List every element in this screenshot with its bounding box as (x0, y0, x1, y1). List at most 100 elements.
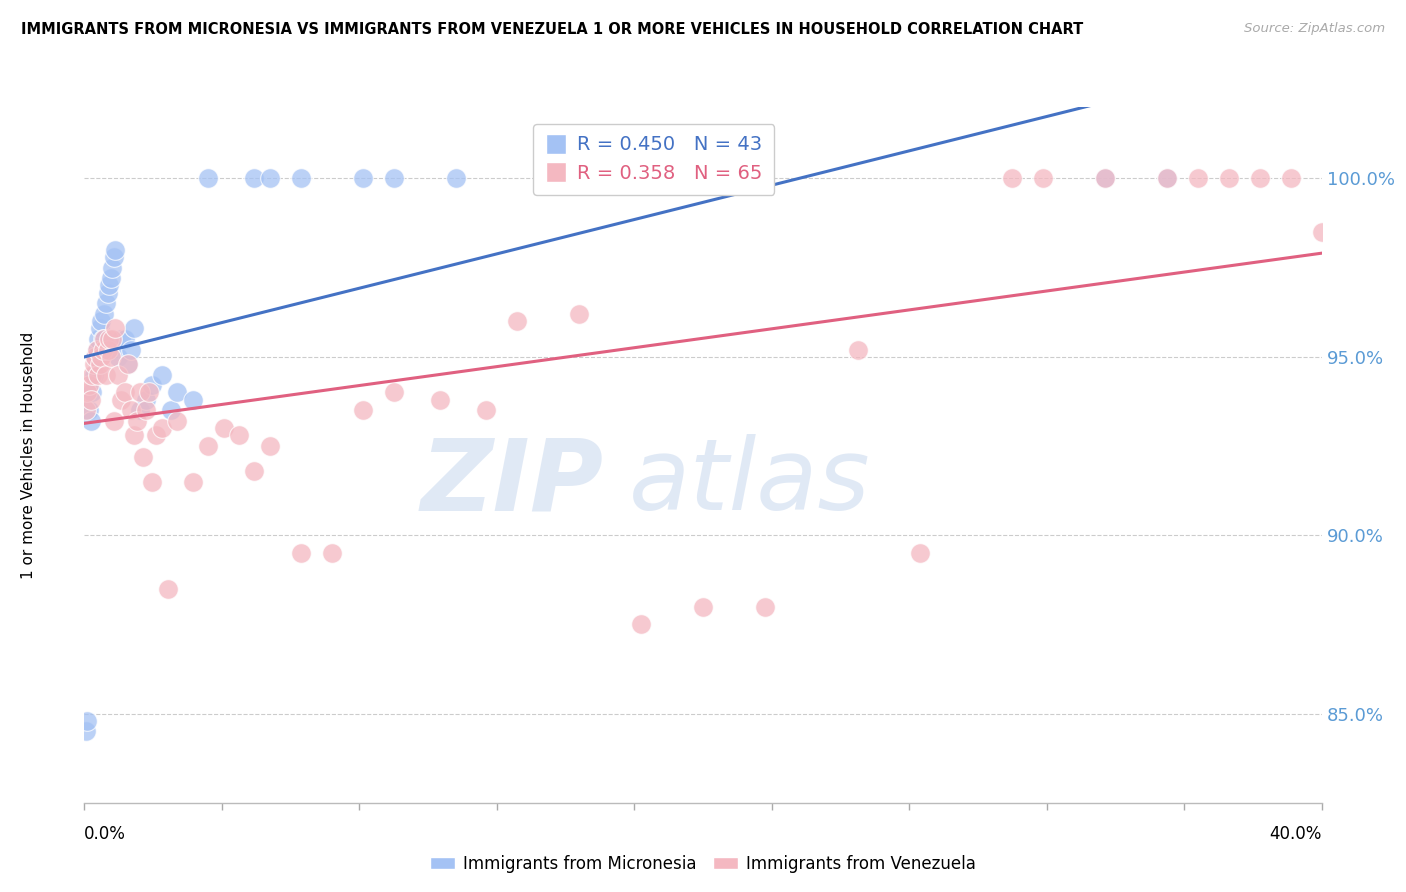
Point (429, 392, 451, 407)
Point (1310, 225, 1333, 239)
Point (87, 332, 110, 346)
Point (84, 350, 107, 364)
Point (82, 385, 104, 400)
Point (444, 171, 467, 186)
Point (568, 307, 591, 321)
Text: Source: ZipAtlas.com: Source: ZipAtlas.com (1244, 22, 1385, 36)
Point (630, 617, 652, 632)
Point (107, 350, 129, 364)
Point (117, 357, 139, 371)
Point (76, 714, 98, 728)
Point (1156, 171, 1178, 186)
Point (89, 357, 111, 371)
Point (259, 439, 281, 453)
Text: 1 or more Vehicles in Household: 1 or more Vehicles in Household (21, 331, 37, 579)
Point (76, 385, 98, 400)
Point (101, 260, 124, 275)
Point (110, 392, 132, 407)
Point (86, 343, 108, 357)
Point (97, 285, 120, 300)
Point (97, 343, 120, 357)
Point (259, 171, 281, 186)
Point (723, 171, 745, 186)
Point (93, 307, 115, 321)
Point (103, 414, 125, 428)
Point (382, 385, 405, 400)
Point (101, 332, 124, 346)
Text: 40.0%: 40.0% (1270, 825, 1322, 843)
Point (197, 439, 219, 453)
Point (243, 464, 266, 478)
Point (1156, 171, 1178, 186)
Legend: Immigrants from Micronesia, Immigrants from Venezuela: Immigrants from Micronesia, Immigrants f… (423, 848, 983, 880)
Point (1279, 171, 1302, 186)
Point (181, 392, 204, 407)
Point (156, 582, 179, 596)
Point (114, 332, 136, 346)
Point (181, 475, 204, 489)
Point (120, 343, 142, 357)
Point (79, 414, 101, 428)
Point (107, 368, 129, 382)
Point (84, 350, 107, 364)
Point (129, 403, 152, 417)
Point (692, 599, 714, 614)
Point (908, 546, 931, 560)
Point (382, 171, 405, 186)
Point (290, 546, 312, 560)
Point (75, 724, 97, 739)
Point (1094, 171, 1116, 186)
Point (1218, 171, 1240, 186)
Point (98, 278, 121, 293)
Point (754, 599, 776, 614)
Point (114, 385, 136, 400)
Point (150, 421, 173, 435)
Legend: R = 0.450   N = 43, R = 0.358   N = 65: R = 0.450 N = 43, R = 0.358 N = 65 (533, 124, 775, 194)
Point (1326, 243, 1348, 257)
Point (122, 321, 145, 335)
Text: 0.0%: 0.0% (84, 825, 127, 843)
Point (135, 392, 157, 407)
Point (98, 332, 121, 346)
Text: ZIP: ZIP (420, 434, 605, 532)
Point (475, 403, 498, 417)
Point (90, 350, 112, 364)
Point (125, 414, 148, 428)
Point (104, 243, 127, 257)
Point (506, 314, 529, 328)
Point (166, 385, 188, 400)
Point (290, 171, 312, 186)
Point (135, 403, 157, 417)
Point (83, 368, 105, 382)
Point (166, 414, 188, 428)
Point (243, 171, 266, 186)
Point (79, 392, 101, 407)
Point (110, 332, 132, 346)
Point (122, 428, 145, 442)
Text: atlas: atlas (628, 434, 870, 532)
Point (91, 343, 114, 357)
Point (94, 296, 117, 310)
Point (100, 271, 122, 285)
Point (352, 171, 374, 186)
Point (94, 368, 117, 382)
Point (138, 385, 160, 400)
Point (228, 428, 250, 442)
Point (1249, 171, 1271, 186)
Point (86, 343, 108, 357)
Point (321, 546, 343, 560)
Point (141, 475, 163, 489)
Point (90, 314, 112, 328)
Point (91, 332, 114, 346)
Point (77, 378, 100, 392)
Point (1001, 171, 1024, 186)
Point (212, 421, 235, 435)
Point (93, 332, 115, 346)
Point (129, 385, 152, 400)
Point (145, 428, 167, 442)
Point (87, 368, 110, 382)
Point (100, 350, 122, 364)
Point (89, 321, 111, 335)
Point (197, 171, 219, 186)
Point (352, 403, 374, 417)
